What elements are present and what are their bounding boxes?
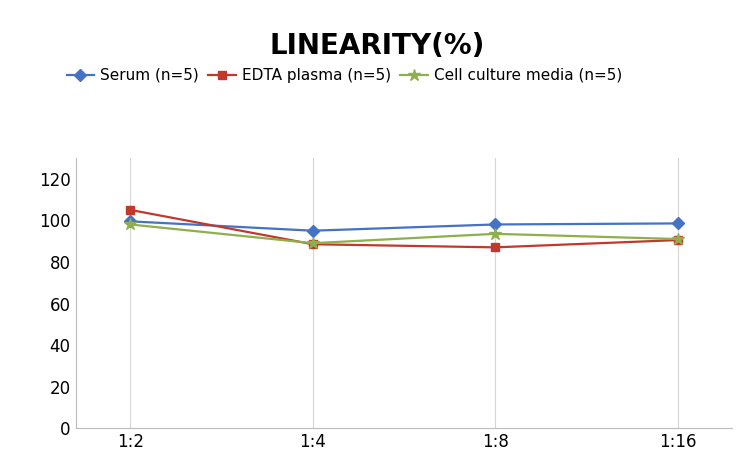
- Serum (n=5): [308, 228, 317, 234]
- Cell culture media (n=5): [308, 240, 317, 246]
- Cell culture media (n=5): [125, 222, 135, 227]
- Line: EDTA plasma (n=5): EDTA plasma (n=5): [126, 206, 682, 252]
- Line: Serum (n=5): Serum (n=5): [126, 217, 682, 235]
- Serum (n=5): [125, 219, 135, 224]
- Line: Cell culture media (n=5): Cell culture media (n=5): [124, 218, 684, 249]
- EDTA plasma (n=5): [673, 237, 683, 243]
- EDTA plasma (n=5): [491, 244, 500, 250]
- Serum (n=5): [491, 222, 500, 227]
- Legend: Serum (n=5), EDTA plasma (n=5), Cell culture media (n=5): Serum (n=5), EDTA plasma (n=5), Cell cul…: [60, 62, 628, 89]
- Cell culture media (n=5): [673, 236, 683, 242]
- EDTA plasma (n=5): [125, 207, 135, 212]
- Cell culture media (n=5): [491, 231, 500, 236]
- Serum (n=5): [673, 221, 683, 226]
- Text: LINEARITY(%): LINEARITY(%): [270, 32, 485, 60]
- EDTA plasma (n=5): [308, 242, 317, 247]
